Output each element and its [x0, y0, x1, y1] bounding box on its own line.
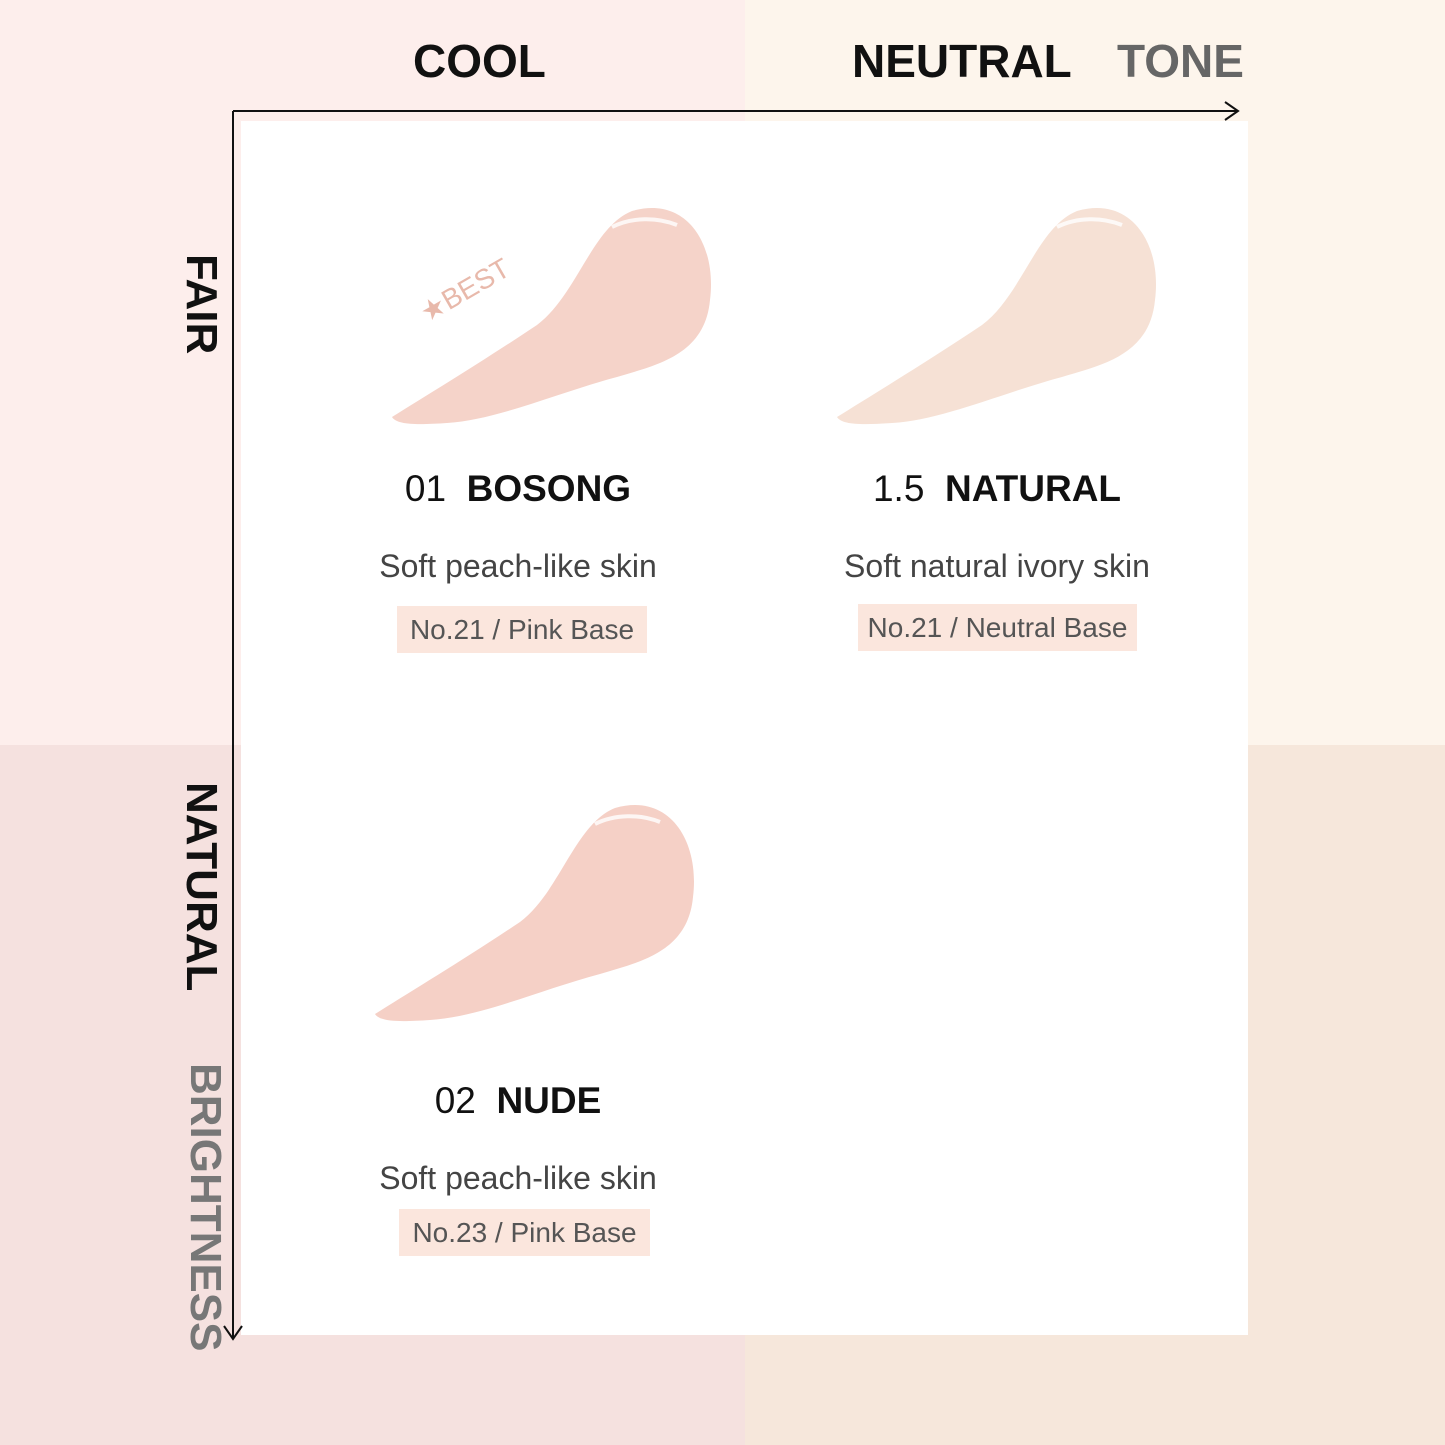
shade-label: NATURAL: [944, 468, 1122, 509]
shade-number: 02: [434, 1080, 476, 1121]
x-label-cool: COOL: [413, 35, 546, 87]
shade-desc-bosong: Soft peach-like skin: [379, 548, 657, 584]
x-label-neutral: NEUTRAL: [852, 35, 1072, 87]
shade-desc-natural: Soft natural ivory skin: [844, 548, 1150, 584]
shade-tag-bosong: No.21 / Pink Base: [397, 606, 647, 653]
y-axis-title: BRIGHTNESS: [181, 1063, 230, 1352]
swatch-nude: [375, 804, 695, 1022]
shade-number: 1.5: [872, 468, 925, 509]
swatch-natural: [837, 207, 1157, 425]
y-arrow-icon: [223, 1325, 243, 1341]
shade-name-nude: 02 NUDE: [318, 1080, 718, 1122]
shade-label: BOSONG: [466, 468, 632, 509]
best-badge: ★BEST: [415, 252, 516, 328]
shade-label: NUDE: [496, 1080, 602, 1121]
shade-tag-natural: No.21 / Neutral Base: [858, 604, 1137, 651]
shade-tag-nude: No.23 / Pink Base: [399, 1209, 650, 1256]
x-arrow-icon: [1224, 101, 1240, 121]
shade-name-natural: 1.5 NATURAL: [797, 468, 1197, 510]
x-axis-title: TONE: [1117, 35, 1244, 87]
swatch-bosong: ★BEST: [392, 207, 712, 425]
shade-number: 01: [404, 468, 447, 509]
shade-name-bosong: 01 BOSONG: [318, 468, 718, 510]
shade-desc-nude: Soft peach-like skin: [379, 1160, 657, 1196]
y-label-natural: NATURAL: [177, 782, 226, 992]
y-label-fair: FAIR: [177, 254, 226, 355]
